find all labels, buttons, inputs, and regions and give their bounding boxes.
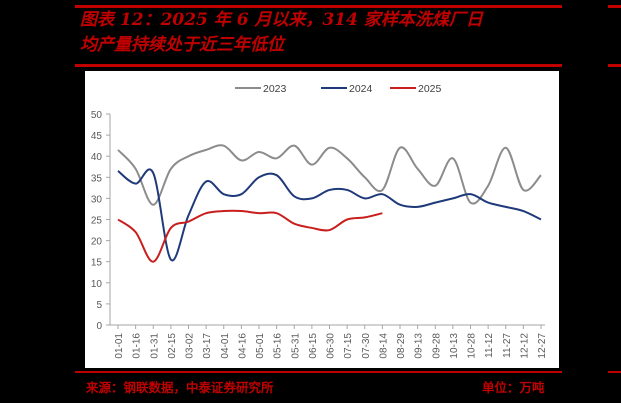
x-tick-label: 05-31: [290, 333, 301, 359]
y-tick-label: 45: [91, 131, 103, 142]
legend-item-2023: 2023: [235, 83, 287, 95]
header-bottom-rule: [75, 64, 562, 67]
chart-panel: 0 5 10 15 20 25 30 35 40 45 50 01-01 01-16 01-31 02-15…: [85, 71, 559, 368]
legend-label: 2024: [349, 83, 373, 95]
footer-rule-right: [608, 371, 621, 373]
y-tick-label: 10: [91, 279, 103, 290]
x-tick-label: 08-29: [396, 333, 407, 359]
x-tick-label: 09-13: [414, 333, 425, 359]
x-tick-label: 09-28: [431, 333, 442, 359]
x-tick-label: 11-12: [484, 333, 495, 358]
x-tick-label: 07-15: [343, 333, 354, 359]
unit-note: 单位：万吨: [482, 380, 545, 395]
y-tick-label: 20: [91, 237, 103, 248]
x-tick-label: 04-01: [220, 333, 231, 359]
legend-item-2025: 2025: [390, 83, 442, 95]
y-tick-label: 35: [91, 173, 103, 184]
legend-label: 2025: [418, 83, 442, 95]
x-tick-label: 06-15: [308, 333, 319, 359]
legend-item-2024: 2024: [321, 83, 373, 95]
y-tick-label: 30: [91, 194, 103, 205]
series-line-2023: [117, 144, 542, 206]
x-tick-label: 03-02: [185, 333, 196, 359]
x-tick-label: 01-16: [132, 333, 143, 359]
chart-title: 图表 12：2025 年 6 月以来，314 家样本洗煤厂日 均产量持续处于近三…: [80, 8, 560, 58]
x-tick-label: 10-13: [449, 333, 460, 359]
x-tick-label: 02-15: [167, 333, 178, 359]
title-line-2: 均产量持续处于近三年低位: [80, 35, 284, 55]
x-tick-label: 12-27: [537, 333, 548, 359]
series-line-2025: [117, 209, 383, 263]
y-tick-label: 5: [96, 300, 102, 311]
x-tick-label: 03-17: [202, 333, 213, 359]
header-bottom-rule-right: [608, 64, 621, 67]
y-tick-label: 40: [91, 152, 103, 163]
footer-rule: [75, 371, 562, 373]
legend-label: 2023: [263, 83, 287, 95]
x-tick-label: 07-30: [361, 333, 372, 359]
x-tick-label: 10-28: [467, 333, 478, 359]
y-tick-label: 15: [91, 258, 103, 269]
header-top-rule-right: [608, 5, 621, 8]
x-tick-label: 05-16: [273, 333, 284, 359]
x-tick-label: 01-01: [114, 333, 125, 359]
y-tick-label: 50: [91, 110, 103, 121]
x-tick-label: 01-31: [149, 333, 160, 359]
source-note: 来源：钢联数据，中泰证券研究所: [86, 380, 274, 395]
x-tick-label: 08-14: [378, 333, 389, 359]
y-tick-label: 0: [96, 321, 102, 332]
x-tick-label: 12-12: [519, 333, 530, 359]
x-tick-label: 06-30: [326, 333, 337, 359]
y-tick-label: 25: [91, 216, 103, 227]
x-tick-label: 11-27: [502, 333, 513, 358]
header-top-rule: [75, 5, 562, 8]
title-line-1: 图表 12：2025 年 6 月以来，314 家样本洗煤厂日: [80, 10, 483, 30]
x-tick-label: 05-01: [255, 333, 266, 359]
x-tick-label: 04-16: [237, 333, 248, 359]
series-line-2024: [117, 168, 542, 262]
